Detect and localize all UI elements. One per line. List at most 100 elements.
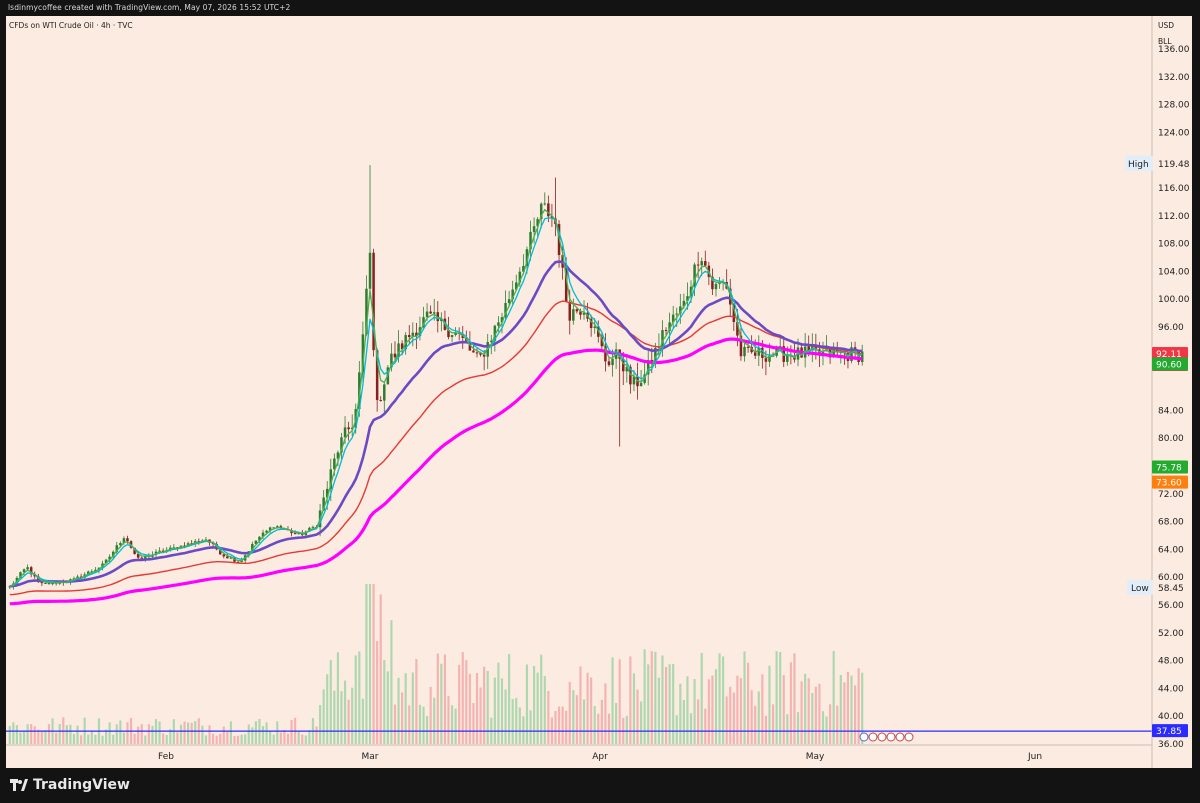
y-tick-label: 128.00 <box>1158 101 1190 111</box>
candle-body <box>600 336 604 347</box>
volume-bar <box>590 677 593 744</box>
volume-bar <box>133 733 136 744</box>
volume-bar <box>729 686 732 744</box>
candle-body <box>347 427 350 430</box>
volume-bar <box>383 660 386 744</box>
volume-bar <box>144 735 147 744</box>
x-tick-label: Feb <box>158 752 174 762</box>
volume-bar <box>254 721 257 744</box>
candle-body <box>682 300 686 307</box>
y-tick-label: 36.00 <box>1158 740 1184 750</box>
candle-body <box>536 219 539 227</box>
candle-body <box>340 437 343 453</box>
candle-body <box>711 276 714 290</box>
candle-body <box>539 203 543 220</box>
volume-bar <box>401 692 404 744</box>
volume-bar <box>368 584 372 744</box>
volume-bar <box>105 729 108 744</box>
candle-body <box>743 346 746 357</box>
tradingview-brand[interactable]: TradingView <box>10 777 130 793</box>
volume-bar <box>686 676 689 744</box>
price-axis[interactable]: USD BLL 36.00 40.00 44.00 48.00 52.00 56.00 60… <box>6 16 1190 768</box>
volume-bar <box>247 724 250 744</box>
volume-bar <box>757 691 760 744</box>
chart-area[interactable] <box>6 16 1192 768</box>
candle-body <box>240 560 243 563</box>
volume-bar <box>829 704 832 744</box>
volume-bar <box>447 696 450 744</box>
flag-event-icon[interactable] <box>904 732 914 742</box>
candle-body <box>736 322 739 336</box>
volume-bar <box>404 673 407 744</box>
candle-body <box>450 334 454 338</box>
volume-bar <box>768 665 771 744</box>
candle-body <box>746 346 750 348</box>
flag-event-icon[interactable] <box>877 732 887 742</box>
flag-event-icon[interactable] <box>895 732 905 742</box>
x-tick-label: Mar <box>362 752 379 762</box>
y-tick-label: 48.00 <box>1158 657 1184 667</box>
volume-bar <box>304 735 307 744</box>
volume-bar <box>187 722 190 744</box>
candle-body <box>19 572 22 578</box>
volume-bar <box>518 707 521 744</box>
candle-body <box>104 559 108 564</box>
y-tick-label: 104.00 <box>1158 267 1190 277</box>
candle-body <box>383 384 386 401</box>
volume-bar <box>593 706 596 744</box>
volume-bar <box>739 678 743 744</box>
volume-bar <box>408 705 411 744</box>
volume-bar <box>679 683 682 744</box>
candle-body <box>375 350 379 401</box>
candle-body <box>482 354 486 357</box>
candle-body <box>661 330 664 347</box>
event-icons[interactable] <box>859 732 914 742</box>
low-value: 58.45 <box>1158 584 1184 594</box>
volume-bar <box>843 682 846 744</box>
volume-bar <box>87 734 90 744</box>
y-tick-label: 72.00 <box>1158 490 1184 500</box>
candle-body <box>447 329 450 338</box>
volume-bar <box>376 641 379 744</box>
candle-body <box>8 586 12 588</box>
time-axis[interactable]: Feb Mar Apr May Jun <box>158 752 1042 762</box>
volume-bar <box>126 722 129 744</box>
candle-body <box>251 543 254 552</box>
volume-bar <box>426 716 429 744</box>
volume-bar <box>557 706 561 744</box>
volume-bar <box>26 724 29 744</box>
candle-body <box>753 352 757 356</box>
y-tick-label: 136.00 <box>1158 45 1190 55</box>
volume-bar <box>80 735 83 744</box>
volume-bar <box>789 662 792 744</box>
lightning-event-icon[interactable] <box>859 732 869 742</box>
x-tick-label: Apr <box>592 752 608 762</box>
volume-bar <box>454 708 457 744</box>
volume-bar <box>711 675 714 744</box>
candle-body <box>786 355 789 362</box>
volume-bar <box>354 655 357 744</box>
candle-body <box>832 349 835 358</box>
volume-bar <box>722 656 725 744</box>
flag-event-icon[interactable] <box>886 732 896 742</box>
candle-body <box>732 304 736 323</box>
volume-bar <box>657 677 660 744</box>
candle-body <box>311 526 315 528</box>
price-tag-value: 37.85 <box>1156 727 1182 737</box>
volume-bar <box>761 674 764 744</box>
candle-body <box>497 322 500 326</box>
flag-event-icon[interactable] <box>868 732 878 742</box>
symbol-title: CFDs on WTI Crude Oil · 4h · TVC <box>9 21 133 30</box>
volume-bar <box>15 725 18 744</box>
volume-bar <box>101 735 104 744</box>
candle-body <box>440 318 443 322</box>
volume-bar <box>12 722 15 744</box>
volume-bar <box>586 672 589 744</box>
candle-body <box>144 556 147 559</box>
candle-body <box>272 527 275 529</box>
volume-bar <box>379 594 382 744</box>
volume-bar <box>468 673 471 744</box>
candle-body <box>575 309 579 312</box>
volume-bar <box>140 724 143 744</box>
